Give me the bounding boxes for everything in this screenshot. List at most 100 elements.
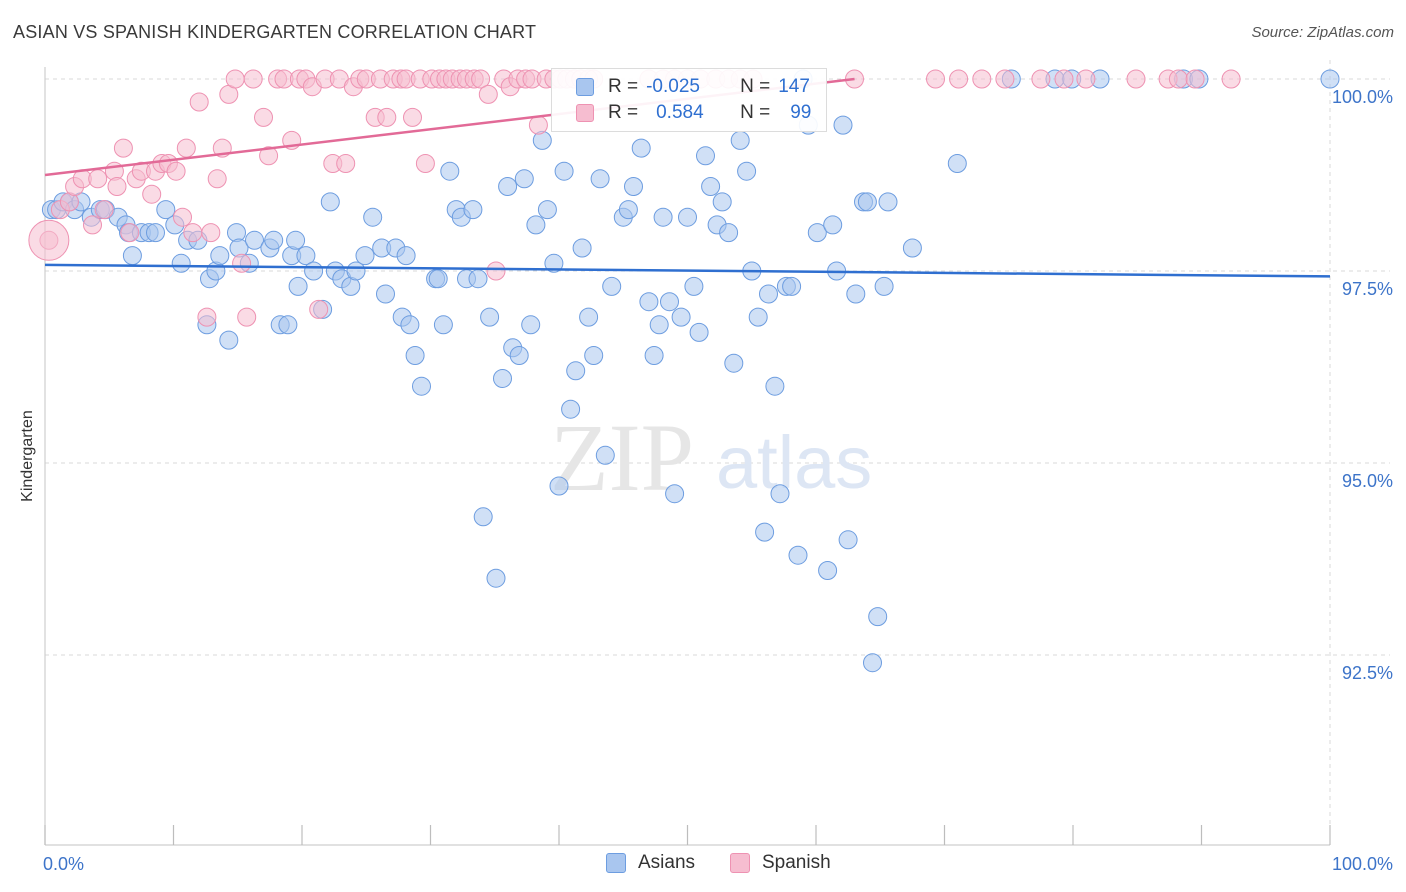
y-tick-label: 95.0%	[1342, 471, 1393, 491]
n-value: 147	[778, 76, 810, 97]
watermark-atlas: atlas	[716, 421, 872, 504]
asians-point	[509, 346, 529, 365]
asians-point	[818, 561, 838, 580]
r-label: R =	[608, 102, 639, 123]
asians-point	[644, 346, 664, 365]
spanish-point	[189, 92, 209, 112]
asians-point	[770, 484, 790, 504]
asians-point	[624, 177, 643, 196]
asians-point	[878, 192, 898, 212]
asians-point	[288, 276, 308, 296]
asians-point	[833, 115, 853, 135]
spanish-legend-swatch	[730, 853, 750, 873]
spanish-point	[107, 177, 127, 196]
chart-title: ASIAN VS SPANISH KINDERGARTEN CORRELATIO…	[13, 22, 537, 42]
x-tick-label: 0.0%	[43, 854, 84, 874]
asians-point	[526, 215, 546, 235]
asians-point	[631, 138, 651, 158]
asians-point	[549, 476, 569, 496]
asians-point	[561, 399, 581, 419]
spanish-point	[201, 223, 221, 243]
x-tick-label: 100.0%	[1332, 854, 1393, 874]
asians-point	[278, 315, 298, 335]
spanish-point	[207, 169, 227, 189]
asians-point	[874, 276, 894, 296]
asians-point	[572, 238, 592, 258]
spanish-point	[166, 161, 186, 181]
spanish-point	[1126, 69, 1146, 89]
n-value: 99	[790, 102, 812, 123]
asians-point	[363, 207, 383, 227]
asians-point	[584, 346, 604, 365]
asians-point	[696, 146, 715, 166]
asians-point	[730, 130, 750, 150]
asians-point	[304, 261, 324, 281]
asians-point	[146, 223, 165, 243]
spanish-point	[1168, 69, 1188, 89]
spanish-point	[183, 223, 203, 243]
asians-point	[590, 169, 610, 189]
asians-legend-swatch	[606, 853, 626, 873]
spanish-point	[377, 107, 397, 127]
asians-point	[595, 445, 615, 465]
asians-point	[684, 276, 704, 296]
asians-point	[724, 353, 744, 373]
asians-point	[514, 169, 534, 189]
asians-point	[748, 307, 768, 327]
watermark: ZIP atlas	[550, 404, 872, 511]
asians-point	[428, 269, 448, 289]
spanish-point	[243, 69, 263, 89]
spanish-point	[415, 154, 435, 173]
spanish-point	[232, 253, 252, 273]
spanish-point	[173, 207, 192, 227]
spanish-point	[1076, 69, 1096, 89]
y-tick-label: 92.5%	[1342, 663, 1393, 683]
asians-point	[156, 200, 176, 220]
asians-point	[719, 223, 739, 243]
asians-point	[480, 307, 500, 327]
spanish-point	[197, 307, 217, 327]
asians-point	[463, 200, 483, 220]
asians-point	[737, 161, 757, 181]
asians-point	[712, 192, 732, 212]
asians-trend-line	[44, 263, 1331, 278]
spanish-point	[486, 261, 506, 281]
asians-point	[433, 315, 453, 335]
asians-point	[440, 161, 460, 181]
asians-point	[498, 177, 518, 196]
asians-point	[171, 253, 191, 273]
asians-point	[759, 284, 778, 304]
legend-item-spanish: Spanish	[730, 852, 831, 874]
source-credit: Source: ZipAtlas.com	[1251, 24, 1394, 41]
asians-point	[782, 276, 802, 296]
spanish-point	[1031, 69, 1051, 89]
asians-point	[412, 376, 431, 396]
asians-point	[765, 376, 785, 396]
spanish-point	[926, 69, 945, 89]
stats-legend: R = -0.025 N = 147 R = 0.584 N = 99	[551, 68, 827, 132]
y-axis-label: Kindergarten	[19, 410, 36, 502]
r-label: R =	[608, 76, 639, 97]
spanish-legend-label: Spanish	[762, 852, 831, 873]
legend-row-spanish: R = 0.584 N = 99	[576, 100, 811, 126]
asians-point	[639, 292, 659, 312]
spanish-point	[403, 107, 422, 127]
spanish-point	[972, 69, 992, 89]
asians-point	[665, 484, 685, 504]
spanish-point	[471, 69, 491, 89]
asians-point	[320, 192, 340, 212]
spanish-point	[1185, 69, 1205, 89]
spanish-point	[94, 200, 114, 220]
spanish-point	[254, 107, 273, 127]
asians-point	[1320, 69, 1340, 89]
asians-point	[689, 322, 709, 342]
asians-point	[678, 207, 697, 227]
asians-point	[671, 307, 691, 327]
asians-point	[521, 315, 541, 335]
asians-point	[537, 200, 557, 220]
n-label: N =	[740, 76, 771, 97]
legend-item-asians: Asians	[606, 852, 695, 874]
spanish-point	[176, 138, 196, 158]
asians-point	[649, 315, 669, 335]
asians-point	[400, 315, 420, 335]
